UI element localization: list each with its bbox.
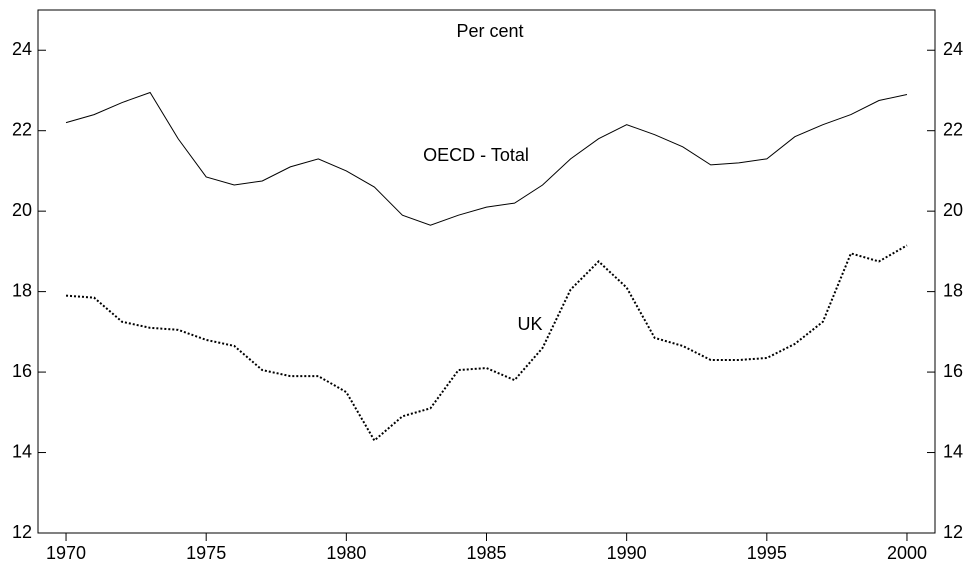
x-tick-label: 1980 bbox=[326, 543, 366, 563]
x-tick-label: 1990 bbox=[607, 543, 647, 563]
y2-tick-label: 12 bbox=[943, 522, 963, 542]
y2-tick-label: 16 bbox=[943, 361, 963, 381]
x-tick-label: 2000 bbox=[887, 543, 927, 563]
y2-tick-label: 20 bbox=[943, 200, 963, 220]
y-tick-label: 12 bbox=[12, 522, 32, 542]
y2-tick-label: 14 bbox=[943, 441, 963, 461]
x-tick-label: 1985 bbox=[466, 543, 506, 563]
y-tick-label: 24 bbox=[12, 39, 32, 59]
series-label: OECD - Total bbox=[423, 145, 529, 165]
unit-label: Per cent bbox=[456, 21, 523, 41]
series-label: UK bbox=[517, 314, 542, 334]
y2-tick-label: 24 bbox=[943, 39, 963, 59]
y2-tick-label: 22 bbox=[943, 119, 963, 139]
y2-tick-label: 18 bbox=[943, 280, 963, 300]
y-tick-label: 22 bbox=[12, 119, 32, 139]
y-tick-label: 18 bbox=[12, 280, 32, 300]
y-tick-label: 16 bbox=[12, 361, 32, 381]
series-line bbox=[65, 91, 908, 226]
x-tick-label: 1995 bbox=[747, 543, 787, 563]
y-tick-label: 14 bbox=[12, 441, 32, 461]
x-tick-label: 1970 bbox=[46, 543, 86, 563]
plot-frame bbox=[37, 9, 936, 534]
y-tick-label: 20 bbox=[12, 200, 32, 220]
series-line bbox=[65, 244, 908, 443]
x-tick-label: 1975 bbox=[186, 543, 226, 563]
